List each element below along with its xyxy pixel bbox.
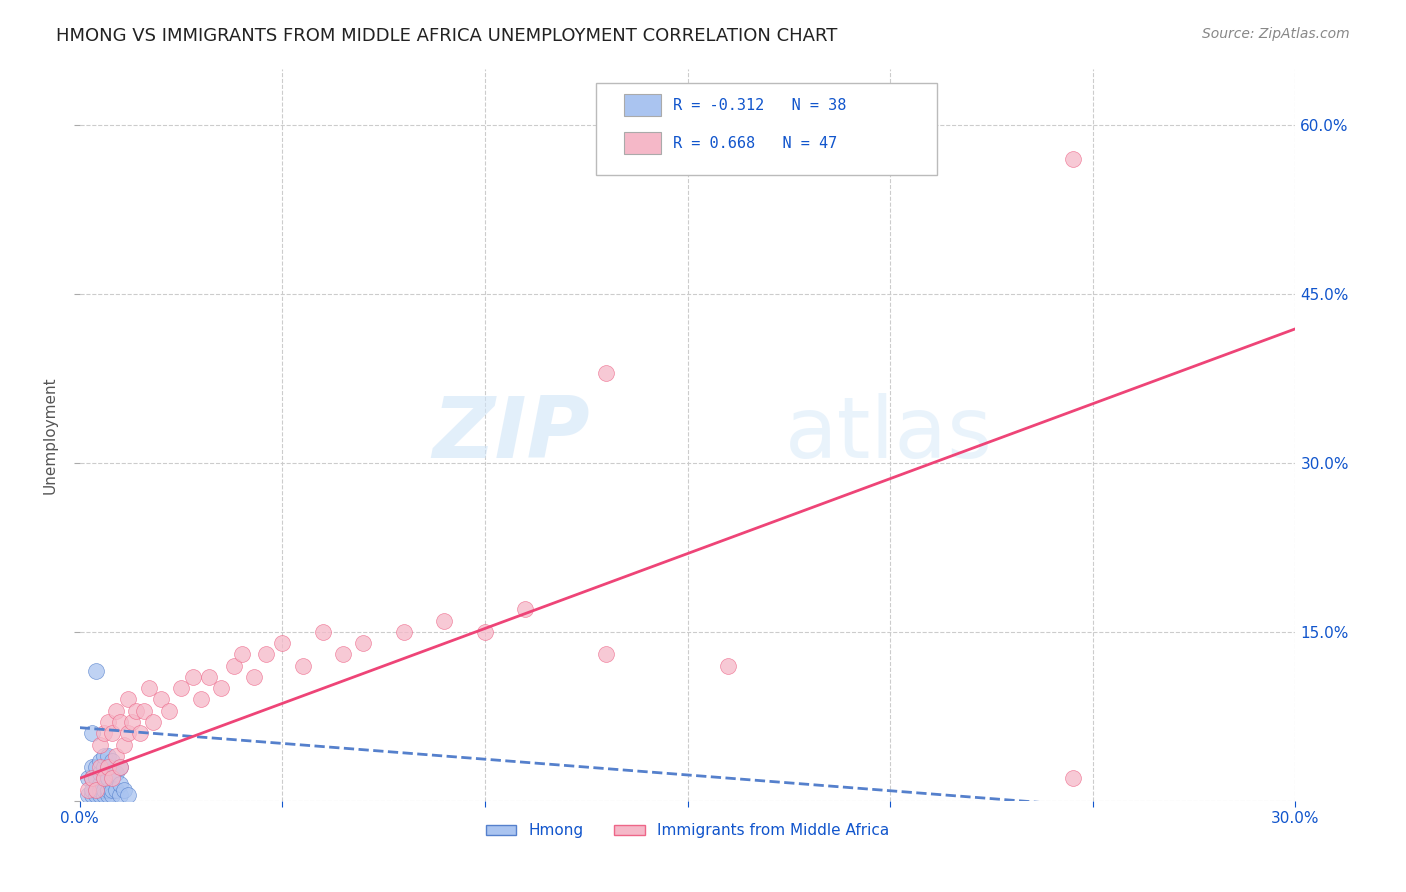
Point: [108, 789, 131, 803]
Point: [80, 772, 103, 786]
Point: [97, 760, 120, 774]
Point: [134, 704, 156, 718]
Point: [129, 726, 152, 740]
Point: [101, 782, 124, 797]
Point: [105, 704, 128, 718]
Point: [89, 760, 111, 774]
Point: [105, 748, 128, 763]
Point: [312, 624, 335, 639]
Text: atlas: atlas: [785, 393, 993, 476]
Point: [84, 782, 107, 797]
FancyBboxPatch shape: [624, 132, 661, 154]
Legend: Hmong, Immigrants from Middle Africa: Hmong, Immigrants from Middle Africa: [479, 817, 896, 845]
Point: [108, 714, 131, 729]
Point: [97, 782, 120, 797]
Point: [474, 624, 496, 639]
Point: [392, 624, 415, 639]
Point: [97, 789, 120, 803]
Point: [112, 738, 135, 752]
Point: [1062, 772, 1084, 786]
Point: [117, 789, 139, 803]
Point: [243, 670, 266, 684]
FancyBboxPatch shape: [624, 95, 661, 116]
Point: [80, 782, 103, 797]
Point: [157, 704, 180, 718]
Point: [76, 772, 98, 786]
Point: [80, 726, 103, 740]
Point: [101, 726, 124, 740]
Point: [211, 681, 233, 696]
Point: [84, 760, 107, 774]
Text: ZIP: ZIP: [433, 393, 591, 476]
Point: [190, 692, 212, 706]
FancyBboxPatch shape: [596, 83, 936, 175]
Point: [198, 670, 221, 684]
Point: [80, 772, 103, 786]
Point: [89, 782, 111, 797]
Text: HMONG VS IMMIGRANTS FROM MIDDLE AFRICA UNEMPLOYMENT CORRELATION CHART: HMONG VS IMMIGRANTS FROM MIDDLE AFRICA U…: [56, 27, 838, 45]
Point: [271, 636, 294, 650]
Point: [84, 665, 107, 679]
Point: [89, 738, 111, 752]
Point: [231, 648, 253, 662]
Point: [93, 789, 115, 803]
Point: [117, 726, 139, 740]
Point: [108, 777, 131, 791]
Point: [93, 726, 115, 740]
Point: [717, 658, 740, 673]
Point: [142, 714, 165, 729]
Point: [89, 789, 111, 803]
Point: [121, 714, 143, 729]
Y-axis label: Unemployment: Unemployment: [44, 376, 58, 493]
Point: [97, 748, 120, 763]
Point: [595, 648, 617, 662]
Point: [101, 755, 124, 769]
Point: [84, 772, 107, 786]
Point: [433, 614, 456, 628]
Point: [97, 772, 120, 786]
Point: [149, 692, 172, 706]
Point: [595, 366, 617, 380]
Point: [352, 636, 374, 650]
Point: [89, 755, 111, 769]
Text: R = -0.312   N = 38: R = -0.312 N = 38: [673, 97, 846, 112]
Point: [291, 658, 314, 673]
Point: [76, 782, 98, 797]
Point: [93, 760, 115, 774]
Point: [93, 772, 115, 786]
Point: [1062, 152, 1084, 166]
Point: [117, 692, 139, 706]
Point: [332, 648, 354, 662]
Point: [97, 714, 120, 729]
Point: [112, 782, 135, 797]
Point: [80, 760, 103, 774]
Point: [89, 777, 111, 791]
Point: [181, 670, 204, 684]
Point: [170, 681, 193, 696]
Point: [93, 782, 115, 797]
Point: [138, 681, 160, 696]
Point: [89, 765, 111, 780]
Point: [93, 748, 115, 763]
Point: [515, 602, 537, 616]
Point: [108, 760, 131, 774]
Point: [101, 765, 124, 780]
Point: [84, 782, 107, 797]
Point: [93, 772, 115, 786]
Text: Source: ZipAtlas.com: Source: ZipAtlas.com: [1202, 27, 1350, 41]
Point: [125, 704, 148, 718]
Point: [108, 760, 131, 774]
Text: R = 0.668   N = 47: R = 0.668 N = 47: [673, 136, 837, 151]
Point: [101, 772, 124, 786]
Point: [80, 789, 103, 803]
Point: [105, 782, 128, 797]
Point: [84, 789, 107, 803]
Point: [76, 789, 98, 803]
Point: [254, 648, 277, 662]
Point: [101, 789, 124, 803]
Point: [105, 765, 128, 780]
Point: [97, 760, 120, 774]
Point: [222, 658, 245, 673]
